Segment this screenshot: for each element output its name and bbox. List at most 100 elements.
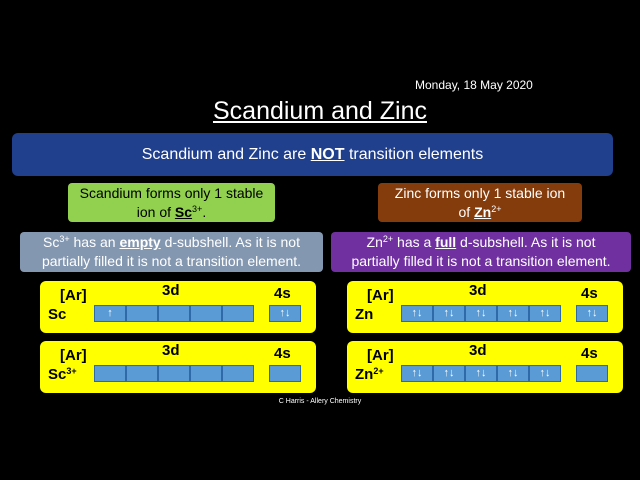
ion: Zn xyxy=(474,204,492,220)
subshell-label: 4s xyxy=(274,285,291,302)
electrons: ↑↓ xyxy=(507,367,519,379)
core: [Ar] xyxy=(367,287,394,304)
symbol: Zn2+ xyxy=(355,366,384,383)
text-line: of Zn2+ xyxy=(378,203,582,222)
banner: Scandium and Zinc are NOT transition ele… xyxy=(12,133,613,176)
banner-text: Scandium and Zinc are xyxy=(141,146,311,163)
scandium-info: Sc3+ has an empty d-subshell. As it is n… xyxy=(20,232,323,272)
text: d-subshell. As it is not xyxy=(456,234,596,250)
electrons: ↑↓ xyxy=(475,307,487,319)
text-line: partially filled it is not a transition … xyxy=(351,253,611,269)
electrons: ↑↓ xyxy=(507,307,519,319)
orbital-box xyxy=(94,365,126,382)
orbital-box: ↑↓ xyxy=(401,365,433,382)
zinc-info: Zn2+ has a full d-subshell. As it is not… xyxy=(331,232,631,272)
text: of xyxy=(458,204,475,220)
orbital-box: ↑↓ xyxy=(433,365,465,382)
charge: 2+ xyxy=(373,366,384,376)
text: ion of xyxy=(136,204,175,220)
orbital-box: ↑↓ xyxy=(433,305,465,322)
orbital-box xyxy=(126,305,158,322)
text-line: Zinc forms only 1 stable ion xyxy=(394,185,566,201)
charge: 2+ xyxy=(382,234,394,244)
config-panel: [Ar] 3d 4s Sc ↑ ↑↓ xyxy=(40,281,316,333)
subshell-label: 3d xyxy=(469,282,487,299)
orbital-box: ↑↓ xyxy=(401,305,433,322)
orbital-box: ↑↓ xyxy=(497,305,529,322)
subshell-label: 3d xyxy=(162,282,180,299)
text: . xyxy=(202,204,207,220)
orbital-box xyxy=(158,305,190,322)
text: has an xyxy=(69,234,120,250)
title: Scandium and Zinc xyxy=(212,97,427,125)
symbol: Sc xyxy=(48,306,66,323)
orbital-box: ↑↓ xyxy=(465,365,497,382)
ion: Zn xyxy=(366,234,383,250)
ion: Sc xyxy=(174,204,193,220)
orbital-box xyxy=(576,365,608,382)
date: Monday, 18 May 2020 xyxy=(415,78,533,92)
orbital-box: ↑↓ xyxy=(497,365,529,382)
charge: 3+ xyxy=(66,366,77,376)
element: Zn xyxy=(355,366,374,383)
subshell-label: 3d xyxy=(469,342,487,359)
orbital-box: ↑↓ xyxy=(529,365,561,382)
orbital-box: ↑ xyxy=(94,305,126,322)
orbital-box xyxy=(126,365,158,382)
symbol: Zn xyxy=(355,306,373,323)
orbital-box: ↑↓ xyxy=(465,305,497,322)
charge: 3+ xyxy=(192,204,203,214)
subshell-label: 4s xyxy=(581,345,598,362)
electrons: ↑↓ xyxy=(586,307,598,319)
ion: Sc xyxy=(43,234,60,250)
banner-emphasis: NOT xyxy=(310,146,345,163)
subshell-label: 3d xyxy=(162,342,180,359)
text-line: ion of Sc3+. xyxy=(68,203,275,222)
electrons: ↑↓ xyxy=(443,307,455,319)
electrons: ↑↓ xyxy=(443,367,455,379)
text-line: Zn2+ has a full d-subshell. As it is not xyxy=(331,233,631,252)
subshell-label: 4s xyxy=(581,285,598,302)
charge: 3+ xyxy=(59,234,70,244)
text-line: Scandium forms only 1 stable xyxy=(79,185,264,201)
element: Zn xyxy=(355,306,374,323)
electrons: ↑↓ xyxy=(279,307,291,319)
electrons: ↑↓ xyxy=(411,367,423,379)
core: [Ar] xyxy=(367,347,394,364)
orbital-box xyxy=(190,305,222,322)
electrons: ↑↓ xyxy=(539,367,551,379)
subshell-label: 4s xyxy=(274,345,291,362)
text-line: Sc3+ has an empty d-subshell. As it is n… xyxy=(20,233,323,252)
element: Sc xyxy=(48,306,67,323)
orbital-box xyxy=(158,365,190,382)
electrons: ↑↓ xyxy=(539,307,551,319)
banner-text: transition elements xyxy=(344,146,484,163)
config-panel: [Ar] 3d 4s Sc3+ xyxy=(40,341,316,393)
config-panel: [Ar] 3d 4s Zn ↑↓ ↑↓ ↑↓ ↑↓ ↑↓ ↑↓ xyxy=(347,281,623,333)
element: Sc xyxy=(48,366,67,383)
orbital-box xyxy=(222,305,254,322)
config-panel: [Ar] 3d 4s Zn2+ ↑↓ ↑↓ ↑↓ ↑↓ ↑↓ xyxy=(347,341,623,393)
zinc-ion-box: Zinc forms only 1 stable ion of Zn2+ xyxy=(378,183,582,222)
orbital-box xyxy=(269,365,301,382)
emphasis: full xyxy=(435,234,457,250)
charge: 2+ xyxy=(491,204,502,214)
emphasis: empty xyxy=(119,234,161,250)
orbital-box xyxy=(190,365,222,382)
electrons: ↑↓ xyxy=(475,367,487,379)
scandium-ion-box: Scandium forms only 1 stable ion of Sc3+… xyxy=(68,183,275,222)
orbital-box: ↑↓ xyxy=(269,305,301,322)
core: [Ar] xyxy=(60,287,87,304)
orbital-box: ↑↓ xyxy=(576,305,608,322)
footer: C Harris - Allery Chemistry xyxy=(278,398,362,405)
electrons: ↑ xyxy=(107,307,113,319)
core: [Ar] xyxy=(60,347,87,364)
orbital-box xyxy=(222,365,254,382)
orbital-box: ↑↓ xyxy=(529,305,561,322)
electrons: ↑↓ xyxy=(411,307,423,319)
text-line: partially filled it is not a transition … xyxy=(41,253,302,269)
symbol: Sc3+ xyxy=(48,366,77,383)
text: d-subshell. As it is not xyxy=(160,234,300,250)
text: has a xyxy=(393,234,436,250)
